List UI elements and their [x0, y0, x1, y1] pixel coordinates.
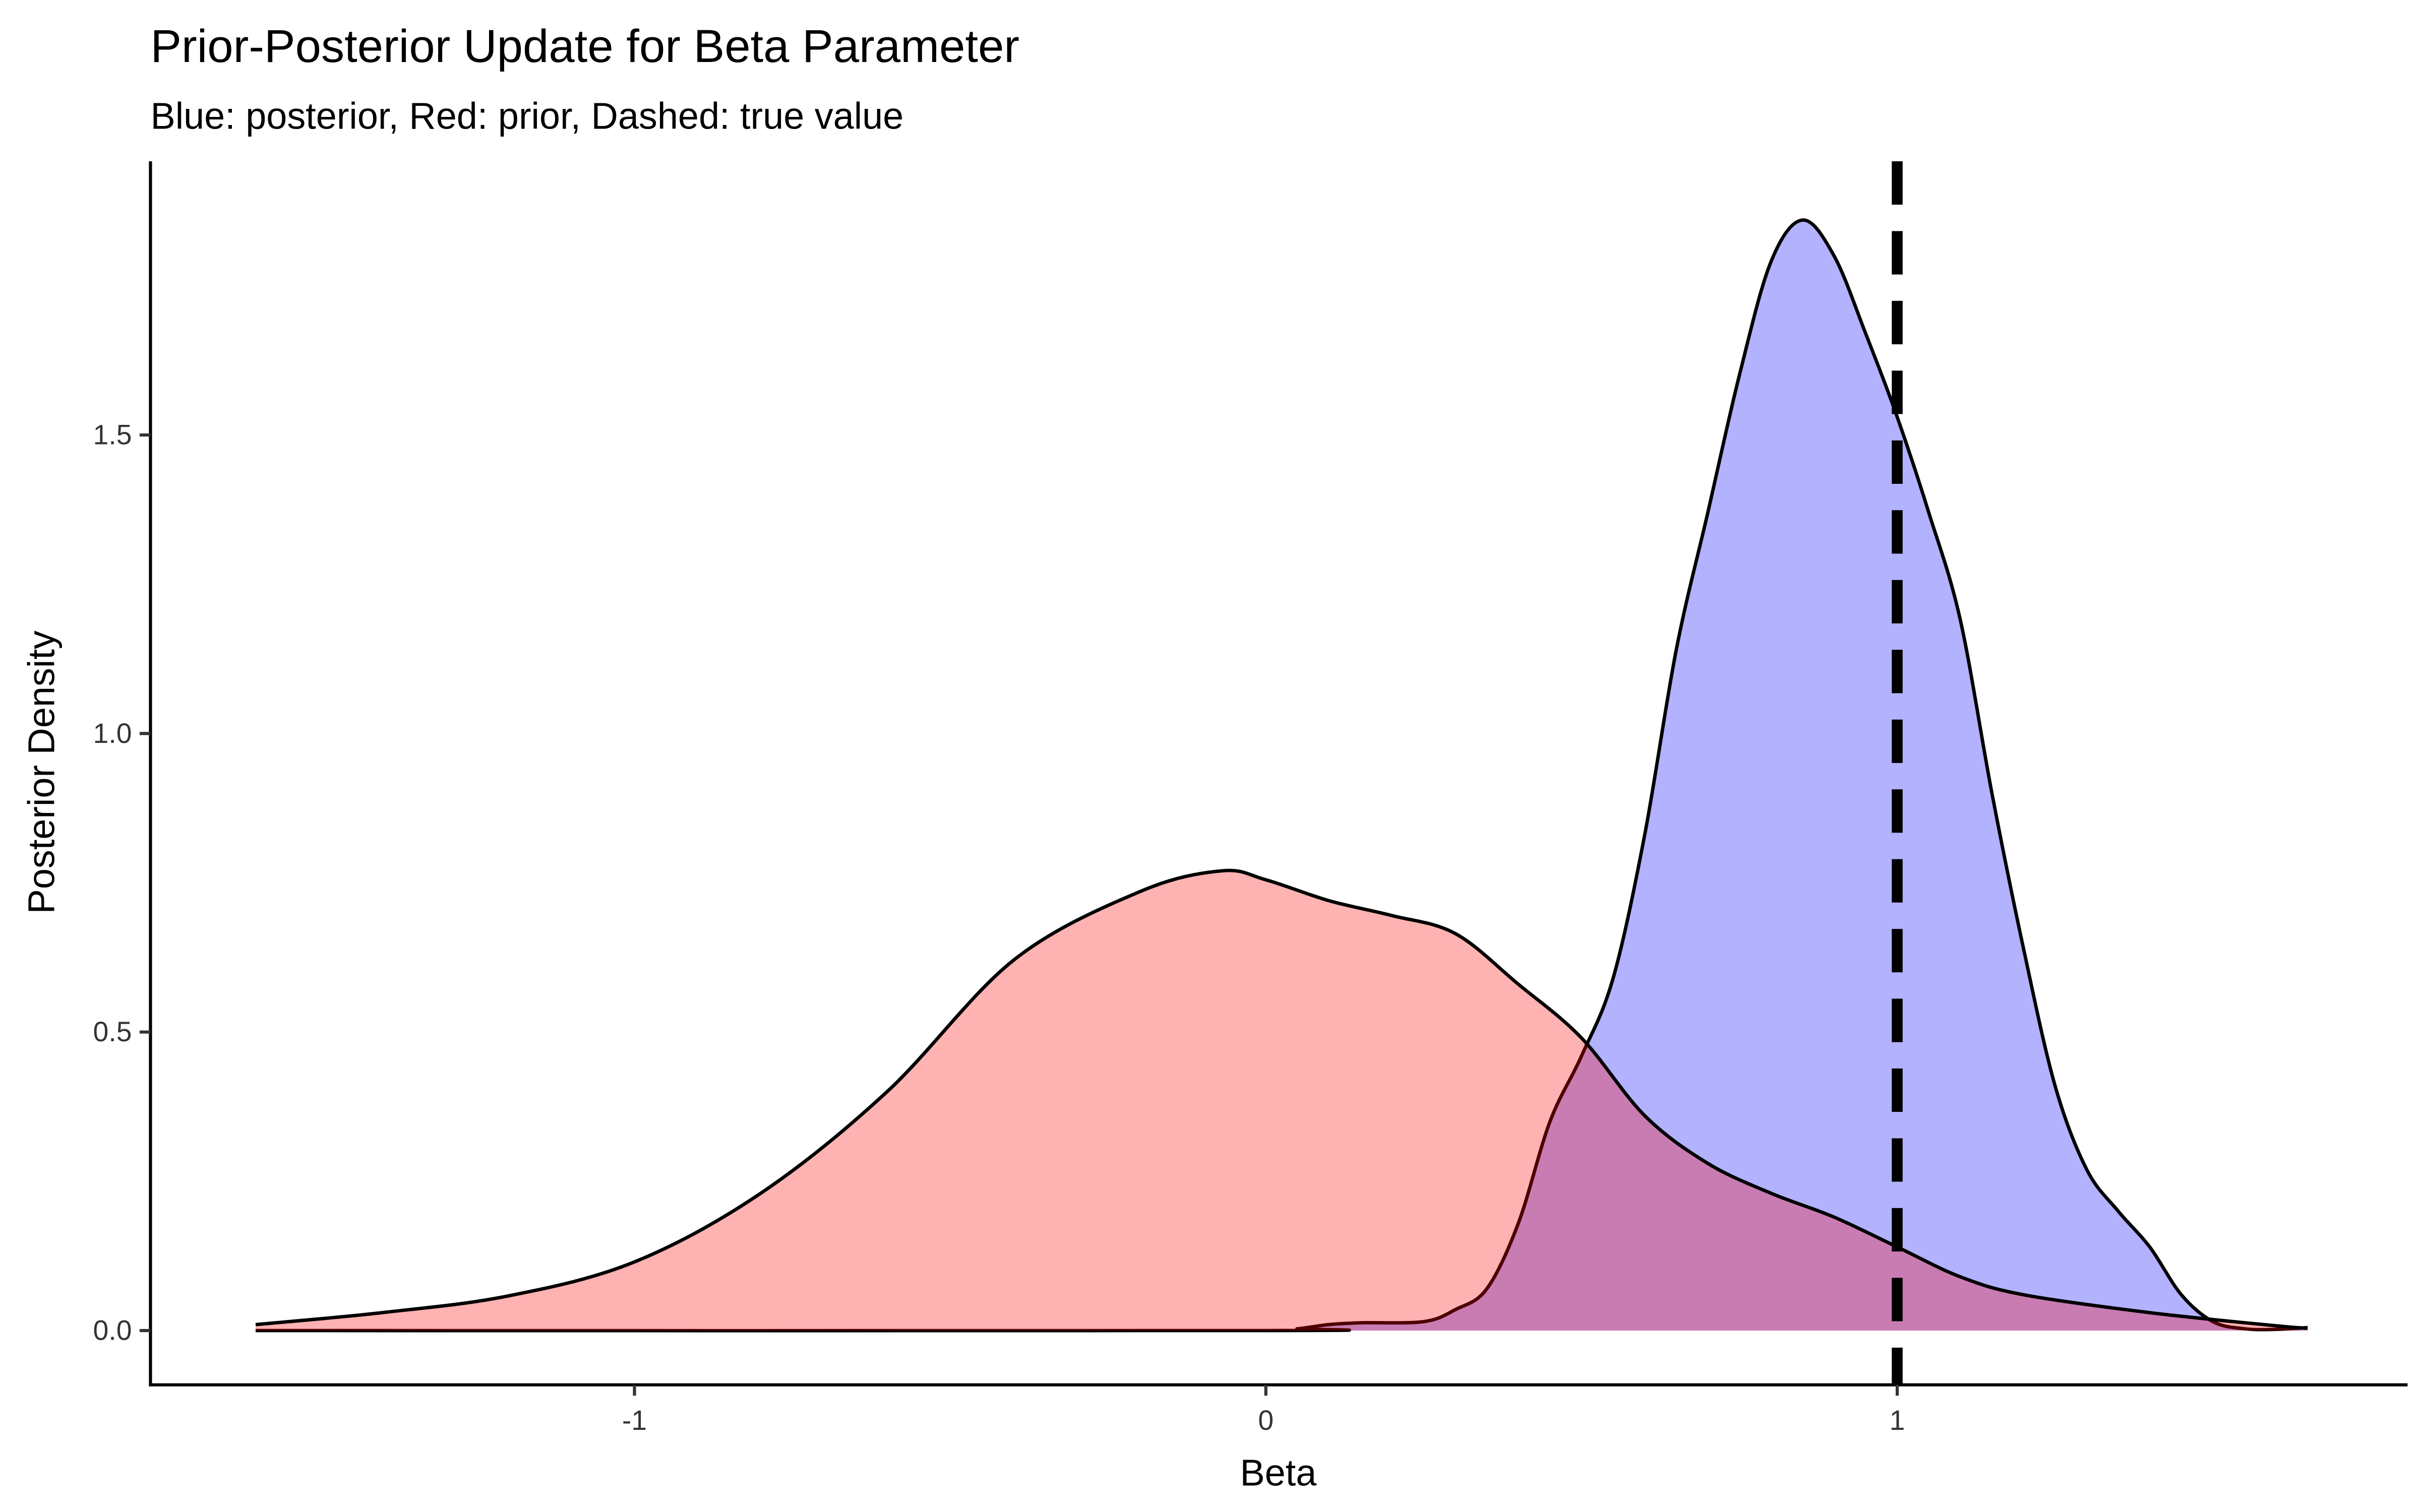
- x-axis-label: Beta: [1240, 1452, 1317, 1494]
- prior-curve: [255, 868, 2308, 1330]
- prior-area: [256, 870, 2308, 1331]
- chart-subtitle: Blue: posterior, Red: prior, Dashed: tru…: [150, 95, 903, 137]
- y-tick-label: 1.0: [93, 718, 132, 749]
- y-tick-label: 0.5: [93, 1016, 132, 1047]
- density-areas: [255, 218, 2308, 1333]
- y-tick-label: 1.5: [93, 419, 132, 451]
- x-tick-label: 0: [1258, 1405, 1274, 1436]
- posterior-area: [256, 220, 2308, 1331]
- y-ticks: 0.0 0.5 1.0 1.5: [93, 419, 151, 1346]
- y-axis-label: Posterior Density: [21, 631, 63, 914]
- chart-title: Prior-Posterior Update for Beta Paramete…: [150, 20, 1019, 72]
- x-tick-label: 1: [1890, 1405, 1905, 1436]
- y-tick-label: 0.0: [93, 1314, 132, 1346]
- x-tick-label: -1: [622, 1405, 647, 1436]
- x-ticks: -1 0 1: [622, 1384, 1905, 1436]
- posterior-curve: [256, 218, 2308, 1333]
